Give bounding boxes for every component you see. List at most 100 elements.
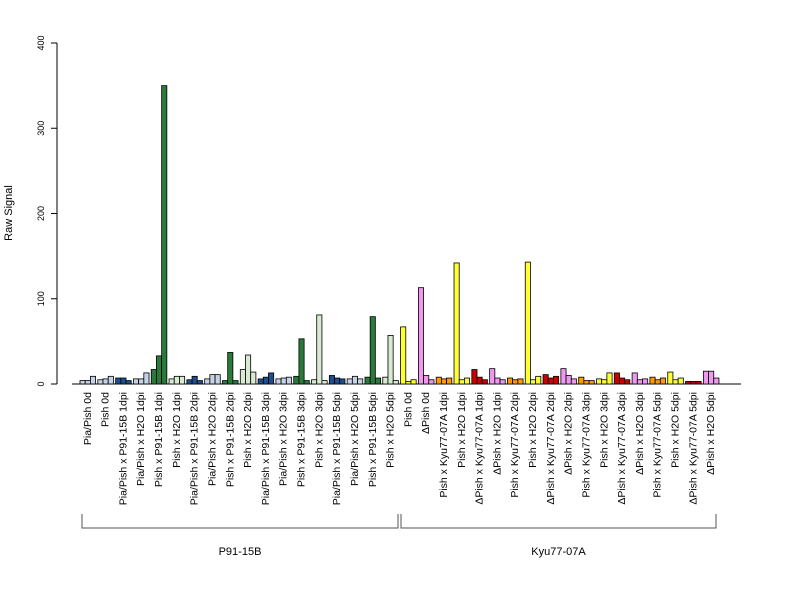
- category-label: Pish x H2O 1dpi: [171, 392, 183, 468]
- bar: [97, 379, 104, 385]
- bar: [209, 374, 216, 385]
- bar: [125, 380, 132, 385]
- category-label: ΔPish x Kyu77-07A 5dpi: [687, 392, 699, 505]
- bar: [400, 326, 407, 385]
- bar: [702, 370, 709, 385]
- category-label: ΔPish x H2O 1dpi: [491, 392, 503, 475]
- bar: [369, 316, 376, 385]
- group-label: P91-15B: [219, 546, 262, 558]
- category-label: Pia/Pish x P91-15B 5dpi: [331, 392, 343, 505]
- y-tick-label: 300: [36, 121, 46, 136]
- bar: [677, 377, 684, 385]
- bar: [168, 378, 175, 385]
- bar: [232, 380, 239, 385]
- bar: [481, 379, 488, 385]
- bar: [374, 377, 381, 385]
- category-label: Pia/Pish x H2O 1dpi: [135, 392, 147, 486]
- bar: [357, 378, 364, 385]
- bar: [84, 380, 91, 385]
- bar: [245, 354, 252, 385]
- bar: [173, 375, 180, 385]
- bar: [530, 379, 537, 385]
- category-label: Pish x Kyu77-07A 1dpi: [438, 392, 450, 498]
- bar: [138, 378, 145, 385]
- bar: [303, 380, 310, 385]
- bar: [328, 375, 335, 385]
- bar: [392, 380, 399, 385]
- bar: [150, 369, 157, 385]
- category-label: Pish x Kyu77-07A 5dpi: [652, 392, 664, 498]
- bar: [222, 380, 229, 385]
- bar: [107, 375, 114, 385]
- bar: [268, 372, 275, 385]
- category-label: Pish x Kyu77-07A 3dpi: [580, 392, 592, 498]
- bar: [435, 376, 442, 385]
- bar: [446, 377, 453, 385]
- bar: [214, 374, 221, 385]
- bar: [262, 376, 269, 385]
- bar: [133, 378, 140, 385]
- bar: [542, 374, 549, 385]
- bar: [619, 377, 626, 385]
- bar: [417, 287, 424, 385]
- bar: [191, 375, 198, 385]
- bar: [560, 368, 567, 385]
- category-label: Pish x P91-15B 5dpi: [367, 392, 379, 487]
- bar: [494, 377, 501, 385]
- category-label: Pish x H2O 5dpi: [385, 392, 397, 468]
- bar: [204, 378, 211, 385]
- bar: [440, 378, 447, 385]
- bar: [227, 352, 234, 385]
- category-label: Pia/Pish x H2O 5dpi: [349, 392, 361, 486]
- category-label: Pish x P91-15B 1dpi: [153, 392, 165, 487]
- bar: [143, 372, 150, 385]
- bar: [631, 372, 638, 385]
- category-label: ΔPish x H2O 3dpi: [634, 392, 646, 475]
- category-label: Pish x H2O 5dpi: [670, 392, 682, 468]
- bar: [161, 85, 168, 385]
- category-label: ΔPish x Kyu77-07A 1dpi: [474, 392, 486, 505]
- category-labels: Pia/Pish 0d Pish 0d Pia/Pish x P91-15B 1dp…: [82, 392, 717, 505]
- bar: [507, 377, 514, 385]
- group-bracket: [400, 514, 717, 529]
- bar: [583, 380, 590, 385]
- bar: [708, 370, 715, 385]
- bar: [601, 379, 608, 385]
- bar: [275, 378, 282, 385]
- bar: [293, 375, 300, 385]
- y-axis-title: Raw Signal: [3, 185, 15, 241]
- bar: [387, 335, 394, 385]
- bar: [351, 375, 358, 385]
- y-axis: 0 100 200 300 400: [36, 35, 58, 387]
- category-label: Pish x Kyu77-07A 2dpi: [509, 392, 521, 498]
- bar: [186, 379, 193, 385]
- bar: [642, 378, 649, 385]
- bar: [649, 376, 656, 385]
- category-label: Pish x H2O 3dpi: [598, 392, 610, 468]
- category-label: Pish 0d: [100, 392, 112, 427]
- bar: [476, 376, 483, 385]
- bar: [410, 379, 417, 385]
- bar: [428, 379, 435, 385]
- bar: [570, 378, 577, 385]
- category-label: Pia/Pish 0d: [82, 392, 94, 445]
- bar: [553, 375, 560, 385]
- category-label: Pish x H2O 1dpi: [456, 392, 468, 468]
- bar: [280, 377, 287, 385]
- bar: [239, 369, 246, 385]
- bar: [423, 375, 430, 385]
- bar: [578, 376, 585, 385]
- bar: [79, 380, 86, 385]
- category-label: Pish x H2O 3dpi: [313, 392, 325, 468]
- bar: [695, 381, 702, 385]
- bar: [115, 377, 122, 385]
- bar: [565, 375, 572, 385]
- category-label: ΔPish x H2O 5dpi: [705, 392, 717, 475]
- category-label: Pia/Pish x H2O 3dpi: [278, 392, 290, 486]
- bar: [713, 377, 720, 385]
- bar: [321, 380, 328, 385]
- group-bracket: [81, 514, 399, 529]
- bar: [196, 380, 203, 385]
- bar: [685, 381, 692, 385]
- group-brackets: P91-15B Kyu77-07A: [81, 514, 717, 558]
